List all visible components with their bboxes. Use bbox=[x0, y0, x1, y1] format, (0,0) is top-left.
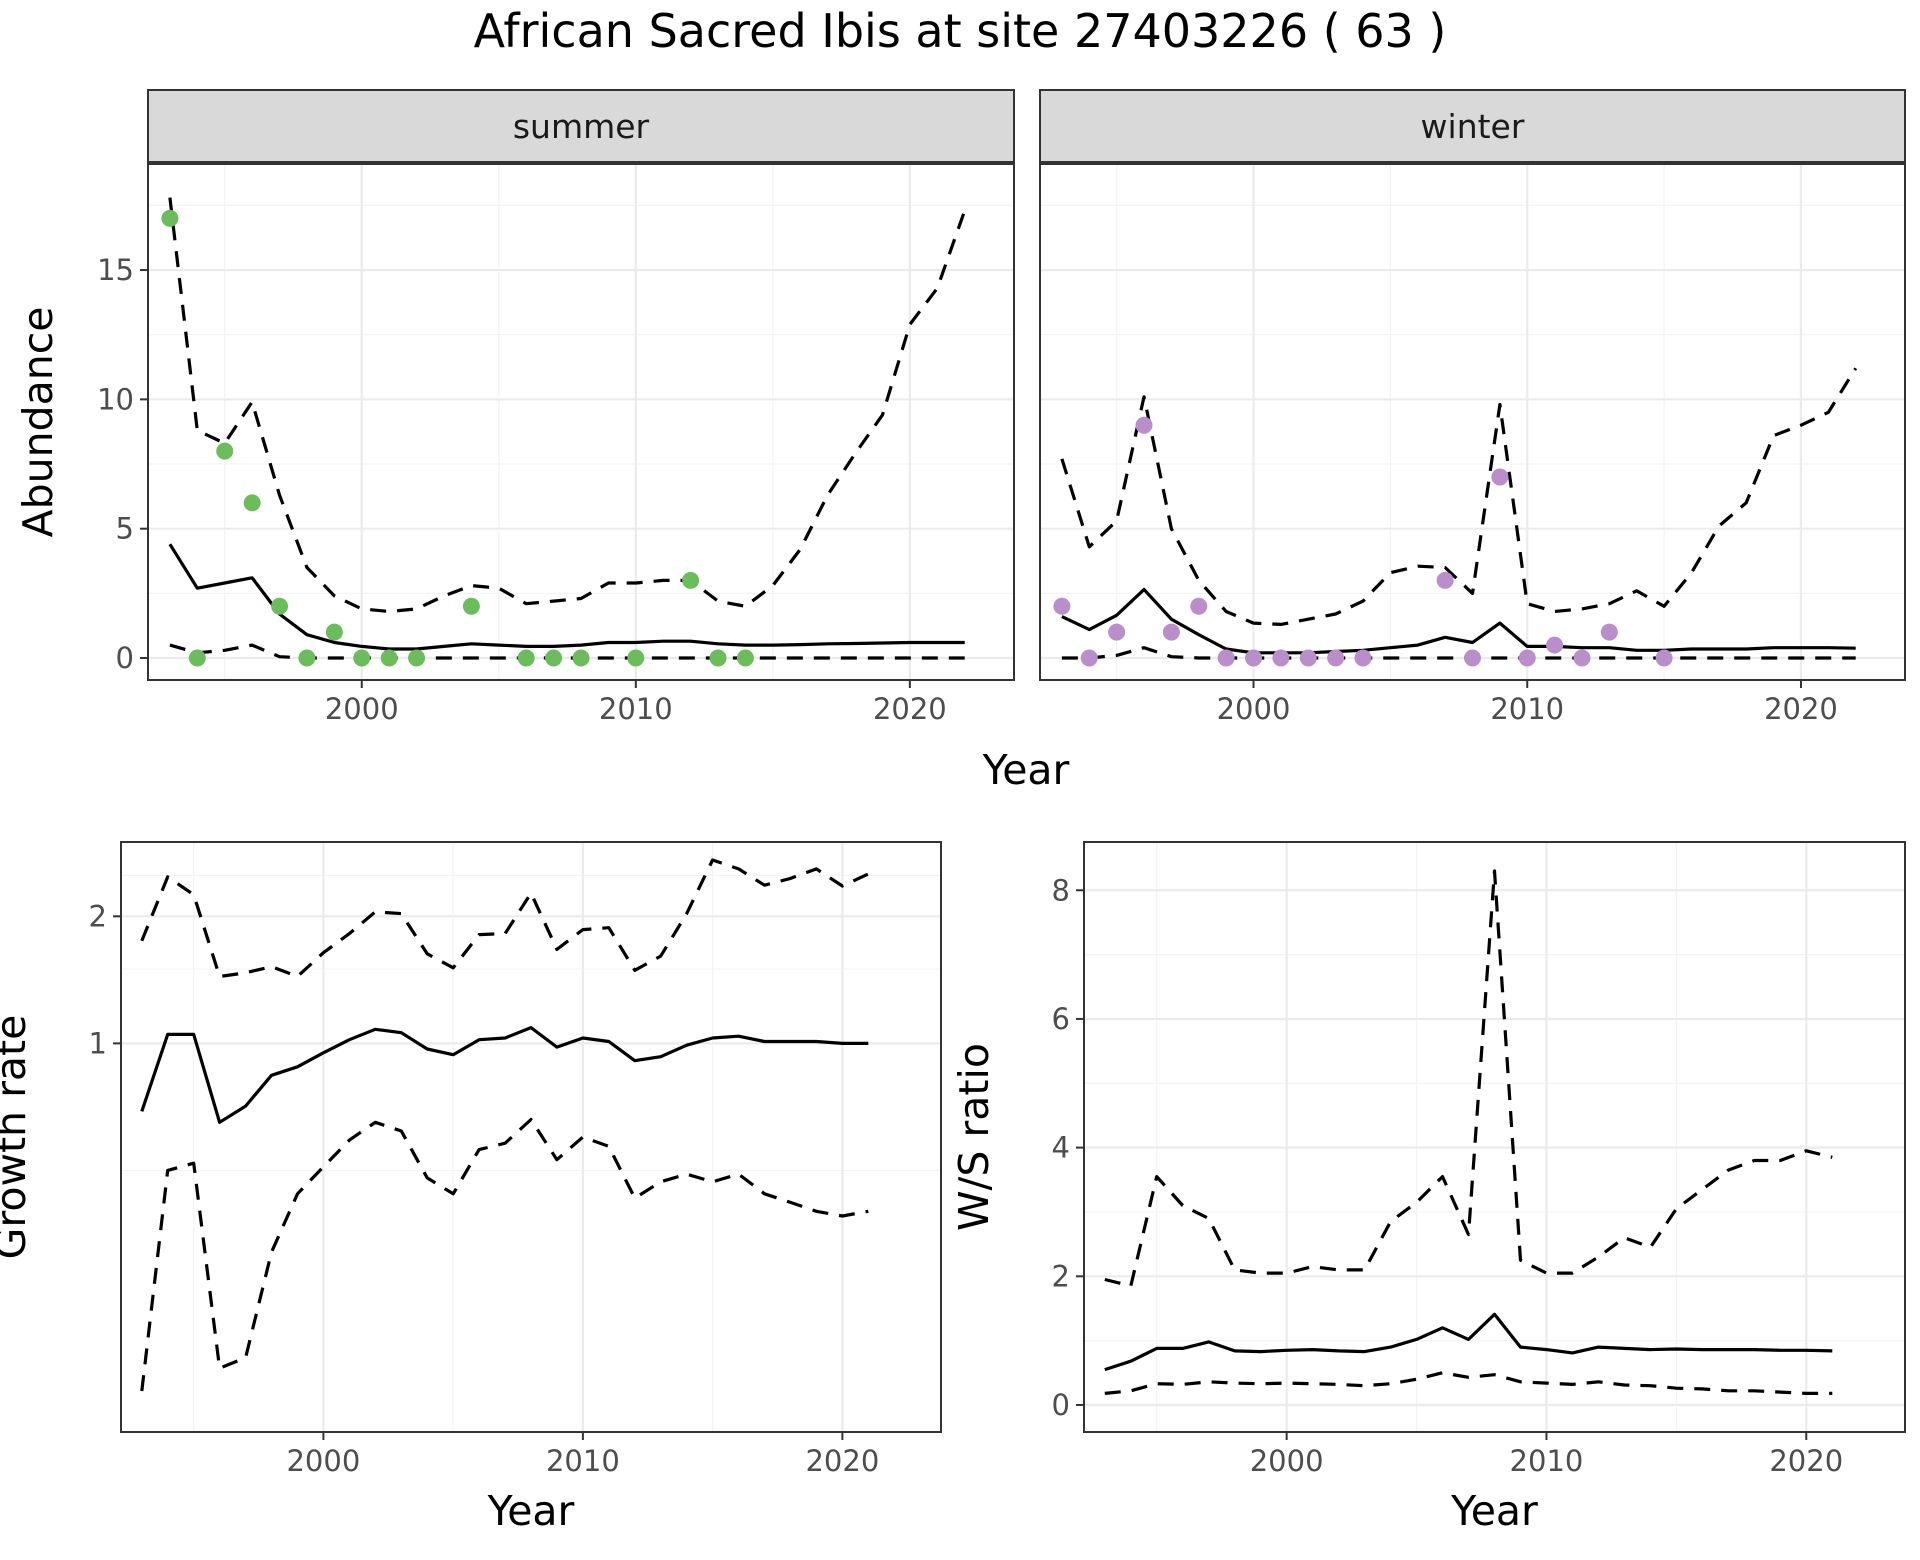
y-tick-label: 2 bbox=[89, 899, 107, 933]
x-tick-label: 2010 bbox=[1510, 1444, 1584, 1478]
upper-ci-line bbox=[140, 858, 869, 979]
data-point bbox=[682, 571, 700, 589]
data-point bbox=[161, 209, 179, 227]
y-tick-label: 1 bbox=[89, 1026, 107, 1060]
estimate-line bbox=[1104, 1312, 1833, 1372]
data-point bbox=[1518, 649, 1536, 667]
y-axis-title: Growth rate bbox=[0, 1015, 35, 1260]
data-point bbox=[271, 597, 289, 615]
lower-ci-line bbox=[1104, 1371, 1833, 1396]
data-point bbox=[1546, 636, 1564, 654]
x-tick-label: 2020 bbox=[805, 1444, 879, 1478]
data-point bbox=[188, 649, 206, 667]
x-axis-title: Year bbox=[1450, 1487, 1538, 1535]
data-point bbox=[1245, 649, 1263, 667]
data-point bbox=[243, 494, 261, 512]
facet-strip bbox=[1039, 89, 1906, 163]
data-point bbox=[1573, 649, 1591, 667]
data-point bbox=[1354, 649, 1372, 667]
x-tick-label: 2020 bbox=[1769, 1444, 1843, 1478]
data-point bbox=[1299, 649, 1317, 667]
x-tick-label: 2010 bbox=[599, 692, 673, 726]
data-point bbox=[1053, 597, 1071, 615]
facet-strip bbox=[147, 89, 1015, 163]
y-tick-label: 10 bbox=[97, 382, 134, 416]
data-point bbox=[216, 442, 234, 460]
estimate-line bbox=[168, 543, 965, 651]
data-point bbox=[1600, 623, 1618, 641]
data-point bbox=[1272, 649, 1290, 667]
y-axis-title: Abundance bbox=[14, 307, 62, 538]
panel-3: 2000 2010 2020 1 2 Growth rate Year bbox=[0, 841, 942, 1535]
panel-background bbox=[121, 842, 941, 1432]
upper-ci-line bbox=[1060, 367, 1858, 627]
y-tick-label: 4 bbox=[1052, 1131, 1070, 1165]
upper-ci-line bbox=[168, 197, 967, 614]
x-axis-title: Year bbox=[487, 1487, 575, 1535]
data-point bbox=[1135, 416, 1153, 434]
estimate-line bbox=[1061, 587, 1856, 655]
y-axis-title: W/S ratio bbox=[950, 1043, 998, 1231]
x-tick-label: 2010 bbox=[546, 1444, 620, 1478]
panel-border bbox=[1083, 841, 1906, 1433]
data-point bbox=[572, 649, 590, 667]
data-point bbox=[1217, 649, 1235, 667]
y-tick-label: 5 bbox=[116, 512, 134, 546]
x-tick-label: 2020 bbox=[1764, 692, 1838, 726]
data-point bbox=[1655, 649, 1673, 667]
panel-2: winter 2000 2010 2020 bbox=[1039, 89, 1906, 726]
data-point bbox=[545, 649, 563, 667]
panel-border bbox=[1039, 163, 1906, 681]
data-point bbox=[1491, 468, 1509, 486]
facet-label: winter bbox=[1421, 107, 1525, 146]
y-tick-label: 15 bbox=[97, 253, 134, 287]
x-tick-label: 2000 bbox=[325, 692, 399, 726]
panel-1: summer 2000 2010 2020 0 5 10 15 Abundance bbox=[14, 89, 1015, 726]
chart-title: African Sacred Ibis at site 27403226 ( 6… bbox=[474, 4, 1447, 58]
data-point bbox=[462, 597, 480, 615]
data-point bbox=[325, 623, 343, 641]
data-point bbox=[353, 649, 371, 667]
y-tick-label: 0 bbox=[1052, 1388, 1070, 1422]
x-tick-label: 2000 bbox=[286, 1444, 360, 1478]
facet-label: summer bbox=[513, 107, 650, 146]
data-point bbox=[1190, 597, 1208, 615]
estimate-line bbox=[140, 1025, 869, 1124]
data-point bbox=[1108, 623, 1126, 641]
upper-ci-line bbox=[1104, 869, 1833, 1288]
data-point bbox=[1162, 623, 1180, 641]
data-point bbox=[1464, 649, 1481, 667]
data-point bbox=[627, 649, 645, 667]
x-tick-label: 2000 bbox=[1217, 692, 1291, 726]
data-point bbox=[709, 649, 727, 667]
data-point bbox=[380, 649, 398, 667]
panel-border bbox=[120, 841, 942, 1433]
panel-background bbox=[1084, 842, 1905, 1432]
data-point bbox=[1327, 649, 1345, 667]
y-tick-label: 2 bbox=[1052, 1259, 1070, 1293]
panel-border bbox=[147, 163, 1015, 681]
data-point bbox=[736, 649, 754, 667]
panel-background bbox=[148, 164, 1014, 680]
panel-4: 2000 2010 2020 0 2 4 6 8 W/S ratio Year bbox=[950, 841, 1906, 1535]
x-tick-label: 2010 bbox=[1490, 692, 1564, 726]
x-tick-label: 2020 bbox=[873, 692, 947, 726]
lower-ci-line bbox=[140, 1117, 869, 1392]
data-point bbox=[408, 649, 426, 667]
x-tick-label: 2000 bbox=[1250, 1444, 1324, 1478]
data-point bbox=[1436, 571, 1454, 589]
panel-background bbox=[1040, 164, 1905, 680]
x-axis-title-shared: Year bbox=[982, 746, 1070, 794]
y-tick-label: 0 bbox=[116, 641, 134, 675]
data-point bbox=[1080, 649, 1098, 667]
y-tick-label: 6 bbox=[1052, 1002, 1070, 1036]
y-tick-label: 8 bbox=[1052, 873, 1070, 907]
data-point bbox=[517, 649, 535, 667]
data-point bbox=[298, 649, 316, 667]
